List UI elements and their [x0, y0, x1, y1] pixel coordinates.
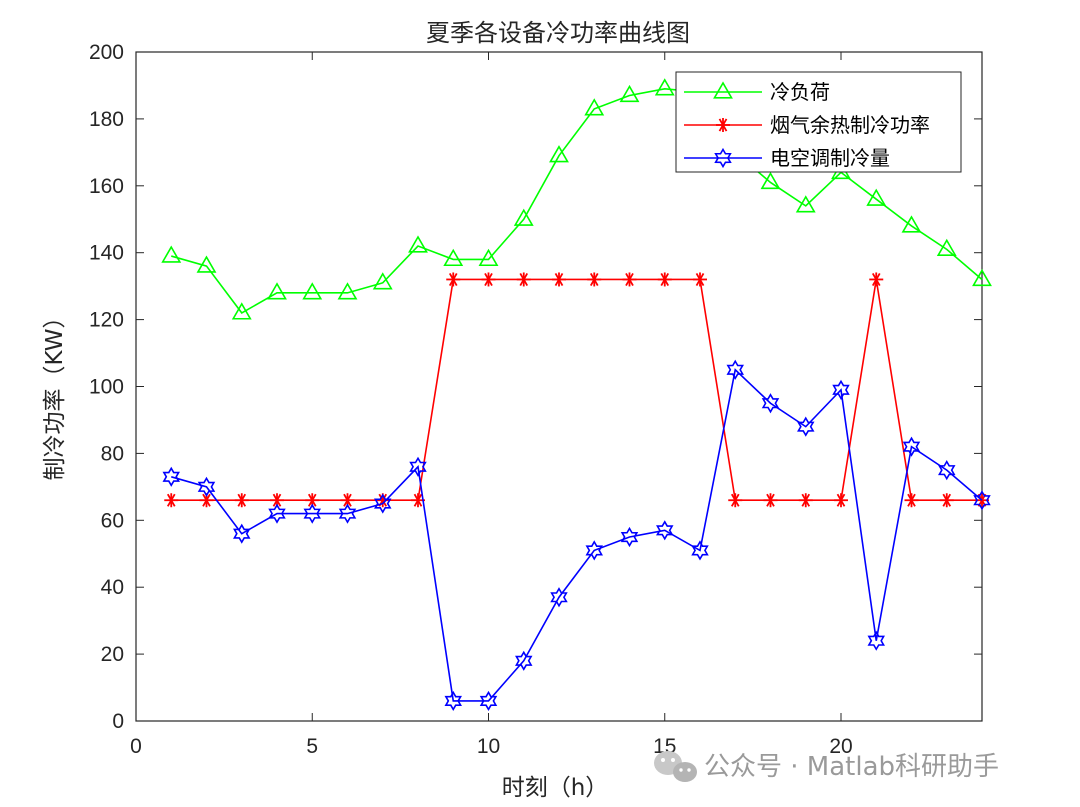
x-tick-label: 20: [829, 735, 852, 758]
y-tick-label: 160: [89, 175, 124, 198]
chart-title: 夏季各设备冷功率曲线图: [426, 19, 690, 47]
data-point: [268, 503, 286, 524]
data-point: [338, 503, 357, 524]
x-tick-label: 0: [130, 735, 142, 758]
y-tick-label: 140: [89, 242, 124, 265]
x-tick-label: 5: [306, 735, 318, 758]
data-point: [622, 272, 637, 287]
data-point: [867, 630, 885, 651]
y-tick-label: 80: [101, 442, 124, 465]
legend-marker: [713, 81, 733, 99]
data-point: [866, 188, 887, 206]
data-point: [233, 523, 251, 544]
data-point: [549, 145, 569, 163]
data-point: [973, 490, 991, 511]
x-tick-label: 10: [477, 735, 500, 758]
data-point: [409, 456, 427, 477]
y-tick-label: 0: [112, 710, 124, 733]
data-point: [939, 493, 954, 508]
y-tick-label: 120: [89, 309, 124, 332]
y-axis-ticks: 0 20 40 60 80 100 120 140 160 180 200: [89, 41, 982, 733]
data-point: [197, 476, 216, 497]
series-2: [162, 359, 991, 712]
watermark-text: 公众号 · Matlab科研助手: [704, 752, 999, 782]
data-point: [267, 282, 287, 300]
data-point: [444, 690, 462, 712]
data-point: [797, 416, 815, 437]
data-point: [372, 272, 393, 290]
data-point: [901, 215, 922, 233]
data-point: [972, 268, 992, 287]
legend-label: 烟气余热制冷功率: [770, 113, 930, 137]
x-axis-label: 时刻（h）: [502, 775, 609, 801]
data-point: [761, 393, 780, 414]
data-point: [798, 493, 813, 508]
y-tick-label: 60: [101, 509, 124, 532]
data-point: [302, 282, 323, 300]
y-axis-label: 制冷功率（KW）: [42, 305, 68, 480]
data-point: [869, 272, 884, 287]
data-point: [936, 238, 957, 257]
data-point: [516, 272, 531, 287]
data-point: [550, 587, 568, 608]
y-tick-label: 100: [89, 376, 124, 399]
legend-marker: [714, 147, 732, 169]
y-tick-label: 20: [101, 643, 124, 666]
data-point: [763, 493, 778, 508]
data-point: [162, 466, 180, 487]
data-point: [834, 493, 848, 508]
data-point: [337, 282, 358, 300]
data-point: [231, 302, 252, 320]
data-point: [270, 493, 284, 508]
data-point: [443, 248, 464, 267]
data-point: [902, 436, 921, 457]
data-point: [515, 650, 533, 671]
data-point: [728, 493, 743, 508]
data-point: [584, 98, 605, 116]
data-point: [795, 195, 816, 213]
data-point: [904, 493, 919, 508]
data-point: [408, 235, 428, 253]
data-point: [620, 526, 639, 548]
data-point: [693, 272, 707, 287]
data-point: [164, 493, 179, 508]
series-line: [171, 368, 983, 702]
data-point: [161, 245, 182, 263]
y-tick-label: 40: [101, 576, 124, 599]
data-point: [619, 84, 640, 103]
watermark: 公众号 · Matlab科研助手: [654, 751, 999, 782]
data-point: [691, 540, 709, 561]
legend-label: 冷负荷: [770, 80, 830, 104]
data-point: [478, 248, 499, 267]
data-point: [656, 520, 674, 541]
data-point: [938, 460, 956, 481]
data-point: [726, 359, 744, 380]
y-tick-label: 200: [89, 41, 124, 64]
data-point: [832, 379, 850, 400]
data-point: [760, 171, 781, 190]
data-point: [305, 493, 320, 508]
data-point: [196, 255, 217, 273]
data-point: [585, 540, 603, 561]
legend-label: 电空调制冷量: [770, 146, 890, 170]
data-point: [234, 493, 249, 508]
legend-marker: [716, 118, 730, 132]
data-point: [587, 272, 602, 287]
data-point: [654, 78, 675, 96]
y-tick-label: 180: [89, 108, 124, 131]
data-point: [481, 272, 496, 287]
data-point: [446, 272, 461, 287]
data-point: [552, 272, 566, 287]
series-lines: [161, 78, 992, 712]
data-point: [479, 690, 498, 712]
data-point: [657, 272, 672, 287]
wechat-icon: [654, 751, 697, 782]
data-point: [513, 208, 534, 226]
data-point: [303, 503, 321, 524]
data-point: [374, 493, 392, 514]
